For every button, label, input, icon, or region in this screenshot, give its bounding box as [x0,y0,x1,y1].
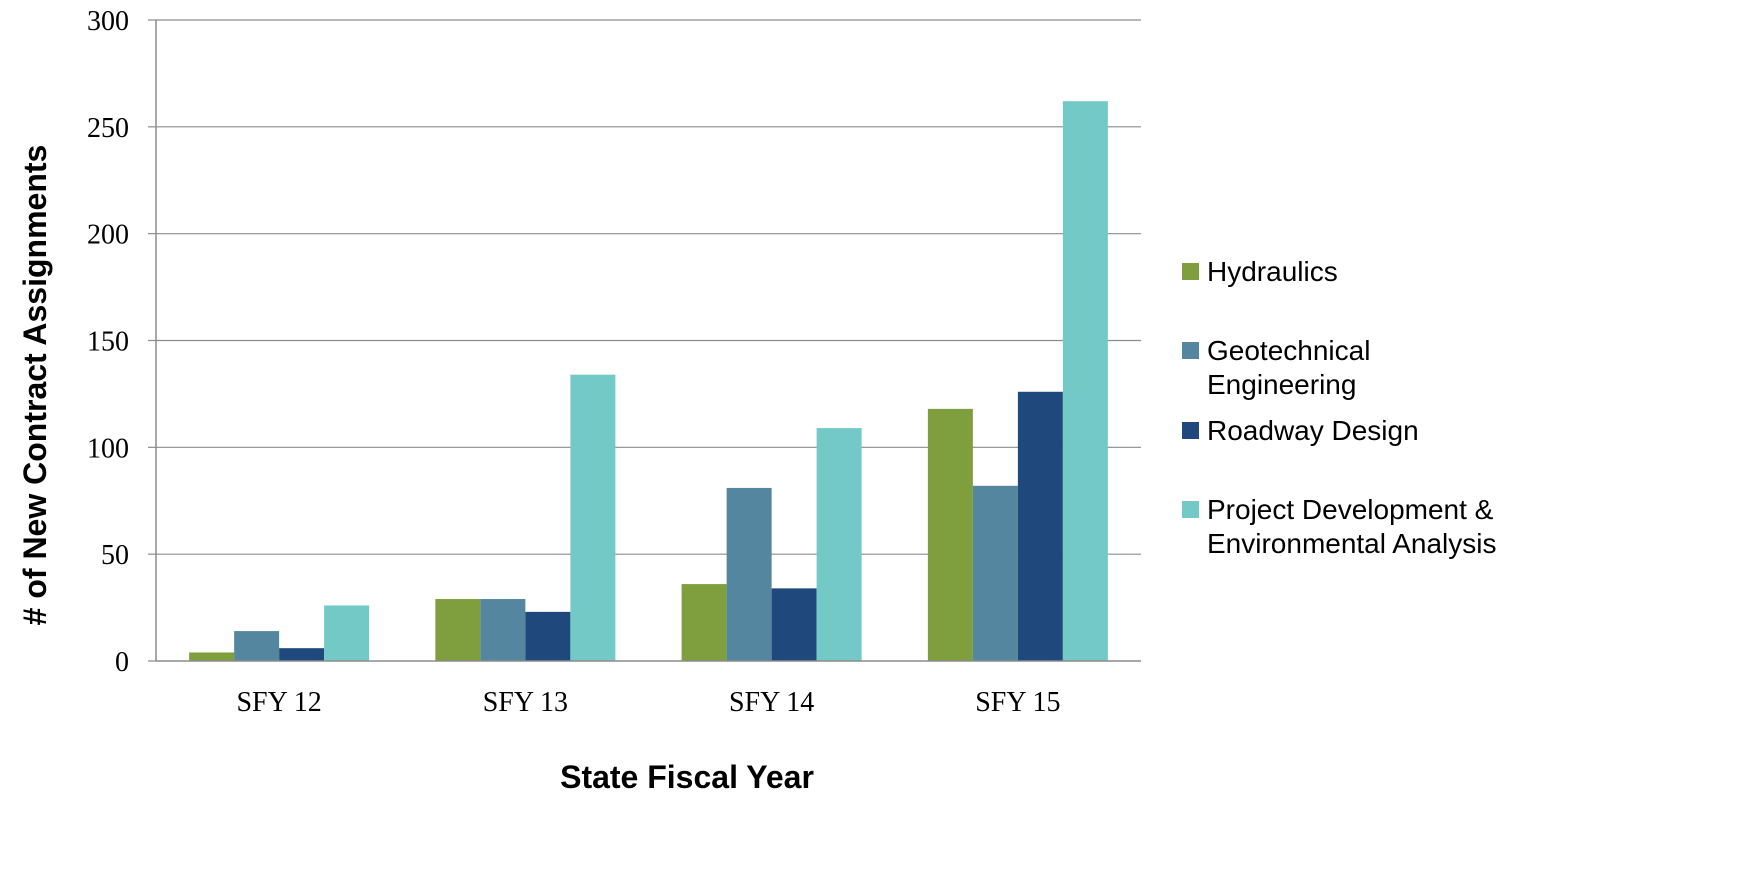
y-tick-label: 100 [87,433,129,464]
legend-label: Roadway Design [1207,415,1419,446]
y-axis-tick-labels: 0 50 100 150 200 250 300 [87,6,129,678]
x-axis-title: State Fiscal Year [560,759,814,795]
legend-swatch [1182,422,1199,439]
bar-hydraulics-sfy-14 [681,584,727,661]
y-tick-label: 150 [87,327,129,358]
x-axis-tick-labels: SFY 12 SFY 13 SFY 14 SFY 15 [236,687,1060,718]
bar-roadway-design-sfy-13 [525,611,571,661]
bars [189,101,1108,661]
y-axis-title: # of New Contract Assignments [17,145,53,626]
bar-project-development-environmental-analysis-sfy-13 [570,374,616,661]
gridlines [148,19,1141,662]
y-tick-label: 250 [87,113,129,144]
x-tick-label: SFY 15 [975,687,1060,718]
bar-hydraulics-sfy-12 [189,652,235,661]
bar-geotechnical-engineering-sfy-12 [234,631,280,661]
y-tick-label: 200 [87,220,129,251]
legend-label: Hydraulics [1207,256,1338,287]
x-tick-label: SFY 14 [729,687,814,718]
legend-swatch [1182,501,1199,518]
legend-swatch [1182,342,1199,359]
bar-project-development-environmental-analysis-sfy-12 [324,605,370,661]
legend-label: Project Development & Environmental Analy… [1207,494,1496,559]
legend-item: Project Development & Environmental Analy… [1182,494,1496,559]
bar-hydraulics-sfy-13 [435,599,481,661]
bar-project-development-environmental-analysis-sfy-15 [1062,101,1108,661]
legend-item: Hydraulics [1182,256,1338,287]
bar-roadway-design-sfy-12 [279,648,325,661]
y-tick-label: 50 [101,540,129,571]
bar-roadway-design-sfy-15 [1017,391,1063,661]
y-tick-label: 0 [115,647,129,678]
bar-geotechnical-engineering-sfy-13 [480,599,526,661]
bar-roadway-design-sfy-14 [771,588,817,661]
bar-hydraulics-sfy-15 [927,408,973,661]
legend-item: Roadway Design [1182,415,1419,446]
bar-project-development-environmental-analysis-sfy-14 [816,428,862,661]
x-tick-label: SFY 12 [236,687,321,718]
y-tick-label: 300 [87,6,129,37]
bar-geotechnical-engineering-sfy-14 [726,487,772,661]
legend-item: Geotechnical Engineering [1182,335,1370,400]
legend-swatch [1182,263,1199,280]
bar-geotechnical-engineering-sfy-15 [972,485,1018,661]
legend: Hydraulics Geotechnical Engineering Roadway… [1182,256,1496,559]
axes [155,20,1141,662]
x-tick-label: SFY 13 [483,687,568,718]
legend-label: Geotechnical Engineering [1207,335,1370,400]
